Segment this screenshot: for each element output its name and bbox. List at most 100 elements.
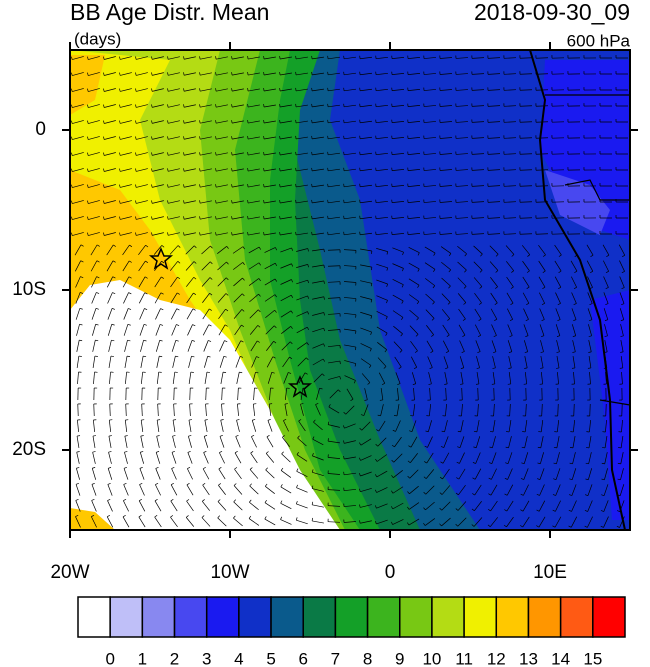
wind-barb [233, 309, 243, 319]
wind-barb [216, 104, 228, 108]
wind-barb [487, 201, 501, 203]
wind-barb [472, 477, 476, 480]
wind-barb [140, 436, 144, 448]
wind-barb [416, 301, 420, 305]
wind-barb [104, 56, 116, 60]
wind-barb [199, 56, 201, 60]
wind-barb [503, 105, 517, 107]
wind-barb [232, 72, 244, 76]
wind-barb [199, 136, 201, 140]
wind-barb [193, 292, 197, 296]
wind-barb [392, 279, 404, 285]
wind-barb [107, 498, 111, 501]
wind-barb [247, 120, 249, 124]
wind-barb [264, 72, 276, 76]
wind-barb [264, 56, 276, 60]
wind-barb [256, 356, 260, 359]
wind-barb [87, 152, 89, 156]
wind-barb [328, 424, 340, 428]
wind-barb [248, 232, 260, 236]
wind-barb [280, 263, 292, 269]
wind-barb [573, 287, 577, 290]
wind-barb [425, 485, 435, 495]
wind-barb [187, 324, 193, 336]
wind-barb [376, 503, 388, 509]
wind-barb [92, 452, 96, 464]
wind-barb [344, 232, 356, 236]
wind-barb [140, 340, 144, 352]
wind-barb [401, 317, 404, 321]
wind-barb [606, 254, 610, 258]
wind-barb [524, 372, 528, 384]
wind-barb [135, 72, 137, 76]
wind-barb [556, 335, 560, 337]
wind-barb [359, 473, 361, 477]
wind-barb [75, 292, 81, 304]
wind-barb [120, 184, 132, 188]
wind-barb [280, 247, 292, 253]
wind-barb [423, 89, 437, 91]
wind-barb [457, 430, 461, 433]
wind-barb [415, 334, 419, 337]
wind-barb [392, 486, 404, 494]
wind-barb [374, 505, 377, 509]
wind-barb [202, 308, 210, 320]
wind-barb [199, 120, 201, 124]
wind-barb [443, 356, 449, 368]
wind-barb [370, 331, 372, 336]
wind-barb [360, 327, 372, 333]
wind-barb [536, 509, 540, 512]
wind-barb [359, 427, 363, 431]
wind-barb [361, 421, 371, 431]
wind-barb [506, 500, 514, 512]
wind-barb [392, 294, 404, 302]
wind-barb [187, 466, 191, 469]
wind-barb [375, 168, 389, 172]
wind-barb [376, 248, 388, 252]
wind-barb [186, 484, 194, 496]
wind-barb [540, 351, 544, 353]
wind-barb [455, 169, 469, 171]
wind-barb [264, 499, 267, 503]
wind-barb [312, 72, 324, 76]
wind-barb [428, 403, 432, 417]
wind-barb [298, 420, 306, 432]
wind-barb [384, 349, 388, 353]
wind-barb [552, 494, 556, 496]
wind-barb [553, 478, 557, 481]
wind-barb [375, 136, 389, 140]
wind-barb [170, 292, 178, 304]
wind-barb [487, 57, 501, 59]
wind-barb [248, 278, 260, 286]
wind-barb [455, 523, 459, 527]
wind-barb [79, 323, 83, 326]
wind-barb [269, 387, 271, 401]
wind-barb [156, 420, 160, 432]
wind-barb [455, 57, 469, 59]
wind-barb [177, 245, 181, 248]
wind-barb [151, 120, 153, 124]
wind-barb [280, 216, 292, 220]
wind-barb [152, 168, 164, 172]
wind-barb [139, 498, 142, 502]
wind-barb [282, 356, 290, 368]
wind-barb [417, 252, 420, 256]
wind-barb [429, 367, 433, 370]
wind-barb [155, 452, 161, 464]
wind-barb [541, 303, 545, 306]
wind-barb [507, 324, 513, 336]
wind-barb [431, 334, 434, 337]
wind-barb [442, 452, 450, 464]
wind-barb [173, 403, 175, 417]
wind-barb [295, 517, 298, 521]
wind-barb [423, 491, 427, 495]
wind-barb [477, 335, 481, 338]
wind-barb [385, 332, 388, 336]
wind-barb [263, 88, 265, 92]
wind-barb [183, 152, 185, 156]
wind-barb [172, 435, 176, 437]
wind-barb [154, 500, 162, 512]
wind-barb [448, 253, 452, 257]
wind-barb [152, 232, 164, 236]
wind-barb [424, 445, 428, 448]
